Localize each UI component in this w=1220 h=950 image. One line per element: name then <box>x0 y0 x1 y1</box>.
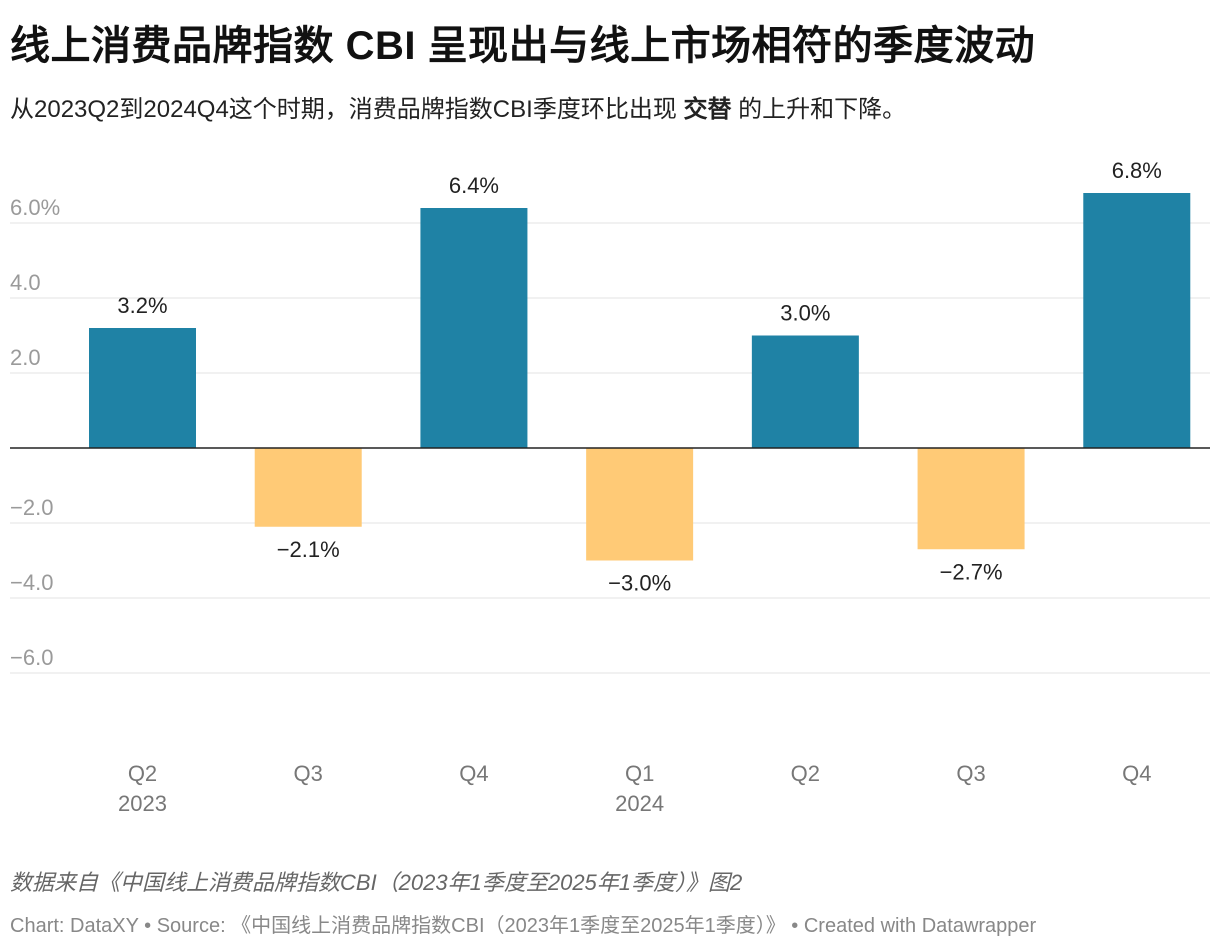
x-tick-label: Q2 <box>128 761 157 786</box>
bar-value-label: 3.2% <box>117 293 167 318</box>
y-tick-label: 4.0 <box>10 270 41 295</box>
bar-value-label: 6.4% <box>449 173 499 198</box>
bar-value-label: −2.1% <box>277 537 340 562</box>
bar <box>1083 193 1191 448</box>
bar <box>586 448 694 561</box>
bar-value-label: 6.8% <box>1112 158 1162 183</box>
chart-credit: Chart: DataXY • Source: 《中国线上消费品牌指数CBI（2… <box>10 915 1037 937</box>
bar-value-label: 3.0% <box>780 301 830 326</box>
x-tick-label: Q3 <box>294 761 323 786</box>
y-tick-label: −6.0 <box>10 645 53 670</box>
bar-value-label: −2.7% <box>940 559 1003 584</box>
bar <box>420 208 528 448</box>
x-year-label: 2023 <box>118 791 167 816</box>
bar <box>917 448 1025 550</box>
bar <box>751 335 859 448</box>
y-tick-label: −4.0 <box>10 570 53 595</box>
x-year-label: 2024 <box>615 791 664 816</box>
subtitle-emphasis: 交替 <box>683 96 732 123</box>
x-tick-label: Q4 <box>459 761 488 786</box>
bar <box>254 448 362 527</box>
y-tick-label: 6.0% <box>10 195 60 220</box>
bar-chart: 6.0% 4.0 2.0 −2.0 −4.0 −6.0 3.2% Q2 2023 −2.1% Q3 6… <box>10 158 1210 816</box>
chart-notes: 数据来自《中国线上消费品牌指数CBI（2023年1季度至2025年1季度）》图2 <box>10 870 743 895</box>
x-tick-label: Q2 <box>791 761 820 786</box>
y-tick-label: 2.0 <box>10 345 41 370</box>
bar <box>89 328 196 448</box>
x-tick-label: Q3 <box>956 761 985 786</box>
bar-value-label: −3.0% <box>608 571 671 596</box>
y-tick-label: −2.0 <box>10 495 53 520</box>
x-tick-label: Q1 <box>625 761 654 786</box>
chart-title: 线上消费品牌指数 CBI 呈现出与线上市场相符的季度波动 <box>10 24 1036 68</box>
subtitle-text-end: 的上升和下降。 <box>731 96 907 123</box>
subtitle-text: 从2023Q2到2024Q4这个时期，消费品牌指数CBI季度环比出现 <box>10 96 684 123</box>
x-tick-label: Q4 <box>1122 761 1151 786</box>
chart-subtitle: 从2023Q2到2024Q4这个时期，消费品牌指数CBI季度环比出现 交替 的上… <box>10 92 1210 128</box>
